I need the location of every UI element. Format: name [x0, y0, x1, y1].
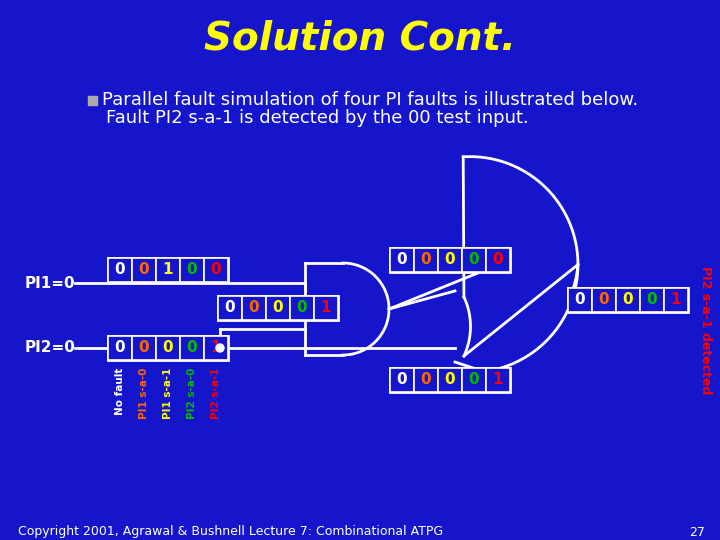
Bar — [390, 368, 510, 392]
Text: 0: 0 — [575, 293, 585, 307]
Text: PI1 s-a-0: PI1 s-a-0 — [139, 368, 149, 420]
Bar — [486, 248, 510, 272]
Bar — [390, 248, 414, 272]
Text: 0: 0 — [139, 341, 149, 355]
Bar — [414, 248, 438, 272]
Text: 0: 0 — [163, 341, 174, 355]
Text: Parallel fault simulation of four PI faults is illustrated below.: Parallel fault simulation of four PI fau… — [102, 91, 638, 109]
Text: PI2 s-a-0: PI2 s-a-0 — [187, 368, 197, 420]
Bar — [390, 368, 414, 392]
Bar — [290, 296, 314, 320]
Bar — [462, 248, 486, 272]
Text: 0: 0 — [273, 300, 283, 315]
Text: 0: 0 — [623, 293, 634, 307]
Text: 0: 0 — [647, 293, 657, 307]
Circle shape — [216, 344, 224, 352]
Text: 0: 0 — [599, 293, 609, 307]
Text: 0: 0 — [397, 373, 408, 388]
Text: 0: 0 — [469, 373, 480, 388]
Text: 0: 0 — [492, 253, 503, 267]
Text: 0: 0 — [297, 300, 307, 315]
Bar — [438, 248, 462, 272]
Bar — [218, 296, 338, 320]
Text: Fault PI2 s-a-1 is detected by the 00 test input.: Fault PI2 s-a-1 is detected by the 00 te… — [106, 109, 528, 127]
Text: 0: 0 — [469, 253, 480, 267]
Text: 0: 0 — [420, 253, 431, 267]
Bar — [156, 336, 180, 360]
Bar — [108, 336, 132, 360]
Text: 0: 0 — [397, 253, 408, 267]
Text: 1: 1 — [163, 262, 174, 278]
Text: No fault: No fault — [115, 368, 125, 415]
Bar — [616, 288, 640, 312]
Bar — [414, 368, 438, 392]
Text: 1: 1 — [211, 341, 221, 355]
Text: 0: 0 — [139, 262, 149, 278]
Text: 0: 0 — [445, 373, 455, 388]
Text: PI2 s-a-1: PI2 s-a-1 — [211, 368, 221, 420]
Bar — [438, 368, 462, 392]
Bar — [108, 336, 228, 360]
Text: 1: 1 — [492, 373, 503, 388]
Bar — [242, 296, 266, 320]
Text: 0: 0 — [114, 262, 125, 278]
Text: 0: 0 — [225, 300, 235, 315]
Text: PI1=0: PI1=0 — [24, 275, 75, 291]
Bar — [462, 368, 486, 392]
Text: 0: 0 — [420, 373, 431, 388]
Bar — [108, 258, 228, 282]
Text: 0: 0 — [248, 300, 259, 315]
Text: 0: 0 — [186, 341, 197, 355]
Bar — [88, 96, 97, 105]
Bar — [568, 288, 592, 312]
Text: 0: 0 — [186, 262, 197, 278]
Text: Solution Cont.: Solution Cont. — [204, 19, 516, 57]
Bar — [664, 288, 688, 312]
Text: 27: 27 — [689, 525, 705, 538]
Bar — [180, 336, 204, 360]
Bar — [314, 296, 338, 320]
Text: PI2=0: PI2=0 — [24, 341, 75, 355]
Bar — [390, 248, 510, 272]
Bar — [204, 258, 228, 282]
Text: Copyright 2001, Agrawal & Bushnell Lecture 7: Combinational ATPG: Copyright 2001, Agrawal & Bushnell Lectu… — [18, 525, 443, 538]
Bar — [218, 296, 242, 320]
Text: 0: 0 — [211, 262, 221, 278]
Text: 0: 0 — [445, 253, 455, 267]
Bar — [568, 288, 688, 312]
Bar — [132, 258, 156, 282]
Bar — [486, 368, 510, 392]
Bar — [266, 296, 290, 320]
Text: 1: 1 — [671, 293, 681, 307]
Text: 1: 1 — [320, 300, 331, 315]
Text: 0: 0 — [114, 341, 125, 355]
Bar — [204, 336, 228, 360]
Text: PI1 s-a-1: PI1 s-a-1 — [163, 368, 173, 420]
Bar — [180, 258, 204, 282]
Bar — [156, 258, 180, 282]
Bar — [592, 288, 616, 312]
Text: PI2 s-a-1 detected: PI2 s-a-1 detected — [698, 266, 711, 394]
Bar — [108, 258, 132, 282]
Bar — [132, 336, 156, 360]
Bar — [640, 288, 664, 312]
